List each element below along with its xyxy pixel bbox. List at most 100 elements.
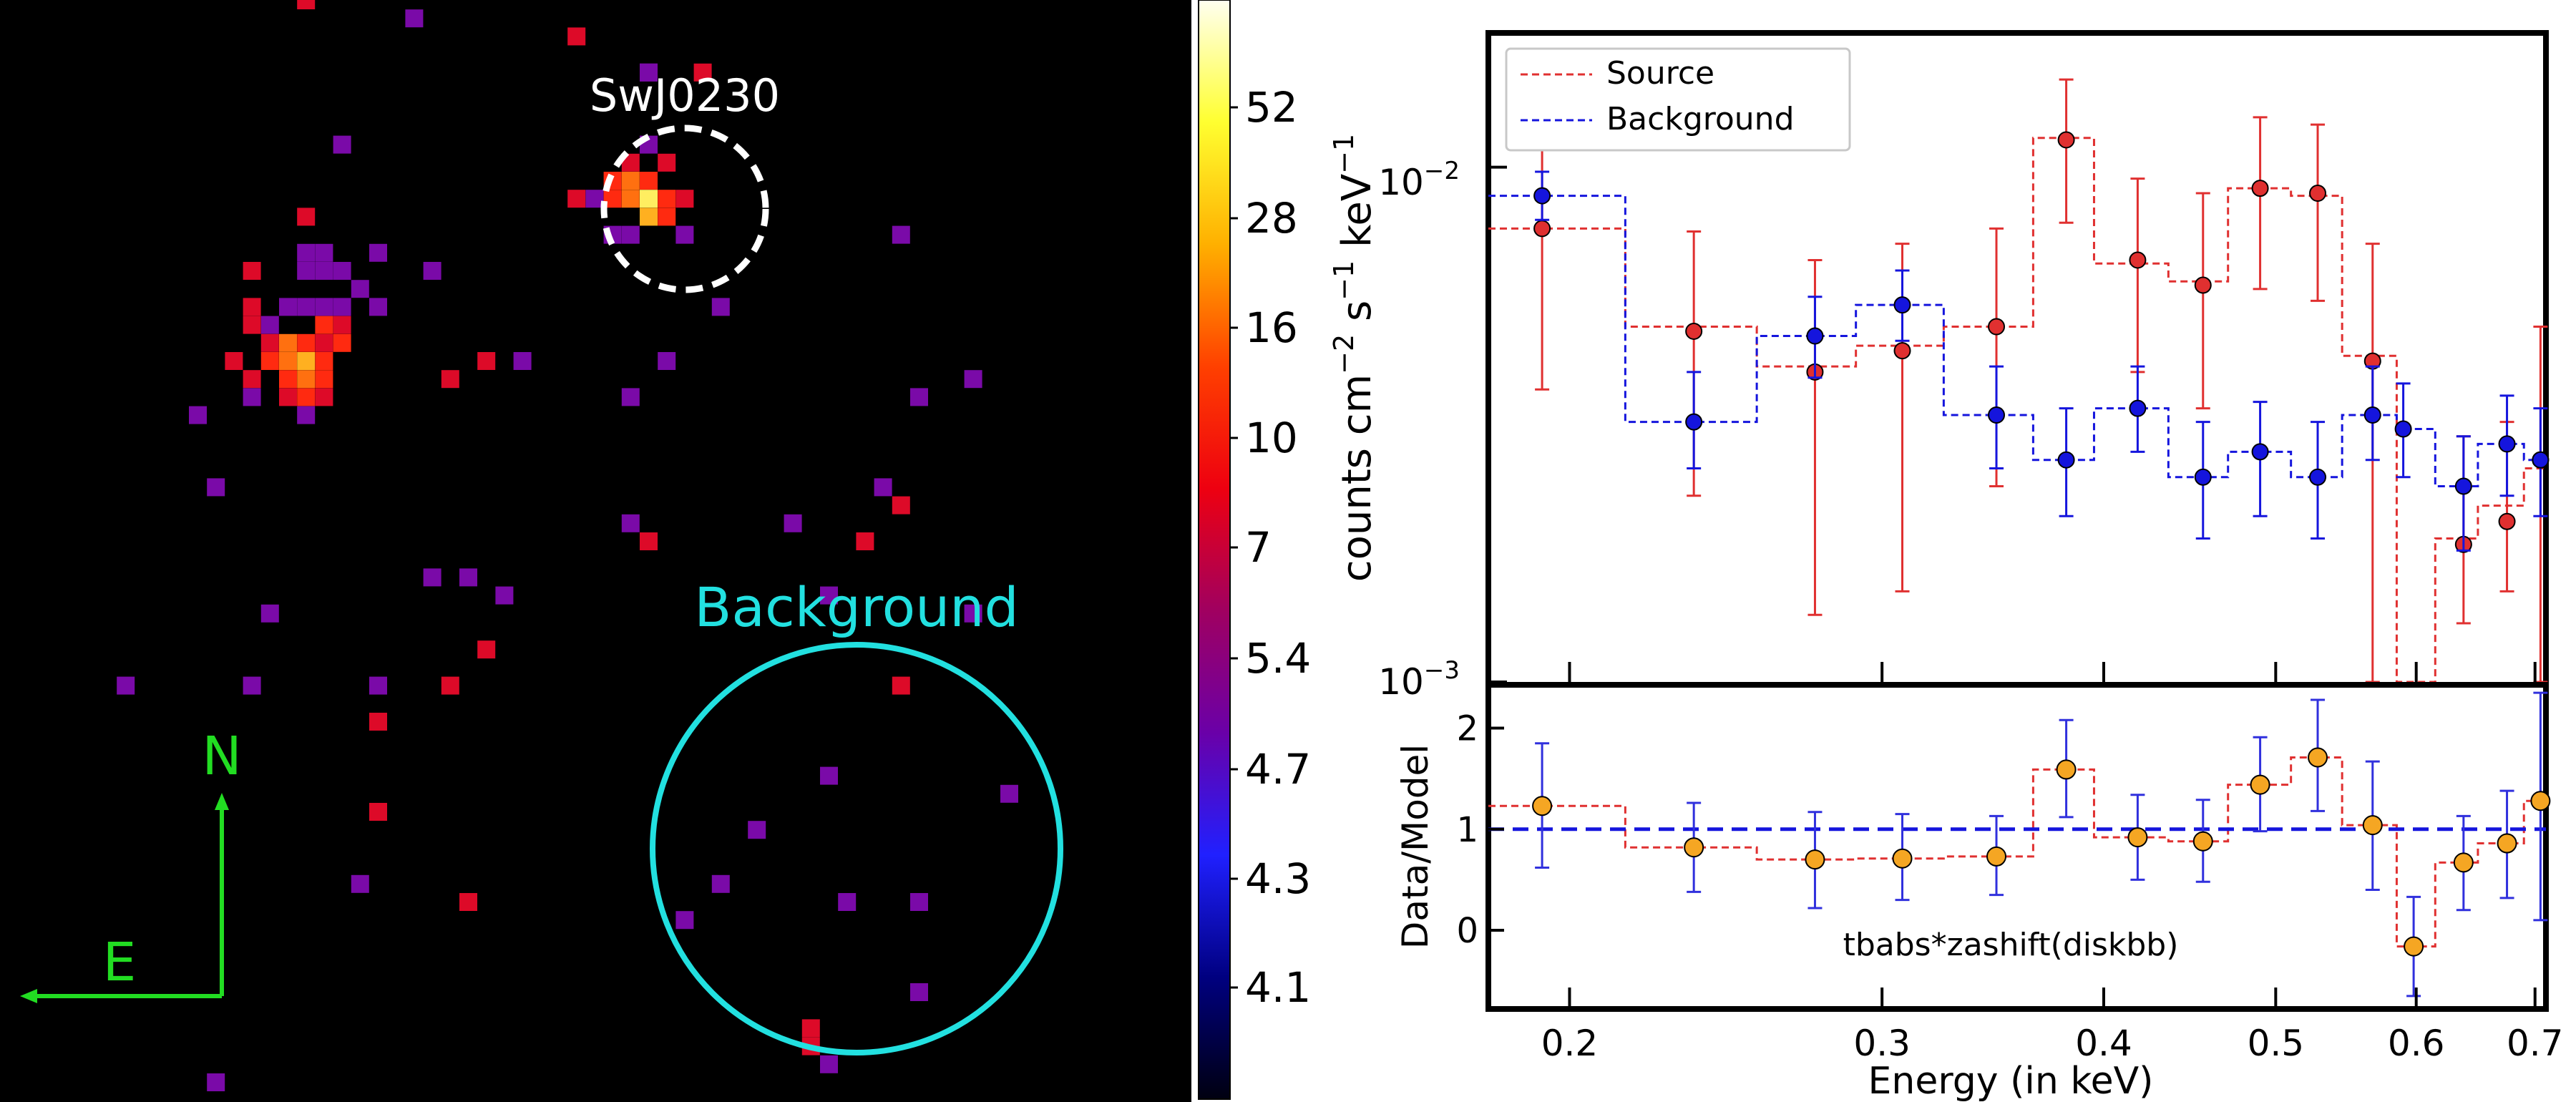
ratio-y-axis-label: Data/Model xyxy=(1395,744,1436,949)
image-pixel xyxy=(333,135,351,154)
image-pixel xyxy=(279,352,297,370)
ratio-data-point[interactable] xyxy=(1684,837,1704,858)
data-point-background[interactable] xyxy=(2454,477,2472,495)
data-point-source[interactable] xyxy=(1988,318,2006,336)
image-pixel xyxy=(279,370,297,389)
image-pixel xyxy=(315,352,333,370)
image-pixel xyxy=(658,208,676,226)
image-pixel xyxy=(207,478,225,497)
image-pixel xyxy=(279,388,297,406)
image-pixel xyxy=(640,208,658,226)
image-pixel xyxy=(675,911,694,930)
data-point-background[interactable] xyxy=(2057,451,2075,469)
image-pixel xyxy=(243,316,261,334)
image-pixel xyxy=(225,352,243,370)
image-pixel xyxy=(297,0,316,9)
colorbar-tick-label: 4.1 xyxy=(1245,963,1311,1012)
image-pixel xyxy=(243,370,261,389)
image-pixel xyxy=(658,153,676,172)
ratio-data-point[interactable] xyxy=(1986,846,2007,867)
image-pixel xyxy=(297,388,316,406)
image-pixel xyxy=(369,676,387,695)
image-pixel xyxy=(315,370,333,389)
image-pixel xyxy=(369,298,387,316)
image-pixel xyxy=(513,352,532,370)
data-point-source[interactable] xyxy=(2129,251,2147,269)
data-point-background[interactable] xyxy=(1893,296,1911,314)
x-tick-label: 0.6 xyxy=(2388,1023,2445,1064)
spectrum-y-axis-label: counts cm−2 s−1 keV−1 xyxy=(1328,134,1380,582)
image-pixel xyxy=(658,190,676,208)
image-pixel xyxy=(495,586,514,605)
ratio-data-point[interactable] xyxy=(2497,833,2517,854)
ratio-data-point[interactable] xyxy=(2362,815,2383,836)
compass-east-label: E xyxy=(103,932,137,993)
data-point-background[interactable] xyxy=(2394,420,2412,438)
data-point-source[interactable] xyxy=(2194,276,2212,294)
data-point-background[interactable] xyxy=(2251,443,2269,461)
data-point-background[interactable] xyxy=(2532,451,2550,469)
ratio-data-point[interactable] xyxy=(2453,852,2474,873)
ratio-data-point[interactable] xyxy=(2056,759,2077,780)
data-point-background[interactable] xyxy=(2194,468,2212,486)
y-tick-label-1e-3: 10−3 xyxy=(1378,656,1460,703)
data-point-source[interactable] xyxy=(1893,342,1911,360)
image-pixel xyxy=(369,803,387,821)
image-pixel xyxy=(207,1073,225,1091)
image-pixel xyxy=(693,63,712,82)
spectrum-plot xyxy=(1488,78,2550,683)
x-tick-label: 0.3 xyxy=(1853,1023,1911,1064)
background-region-circle[interactable] xyxy=(650,642,1063,1055)
data-point-background[interactable] xyxy=(1533,187,1551,205)
data-point-background[interactable] xyxy=(2363,406,2381,424)
image-pixel xyxy=(567,190,586,208)
image-pixel xyxy=(315,298,333,316)
image-pixel xyxy=(892,496,910,515)
image-pixel xyxy=(910,388,928,406)
data-point-source[interactable] xyxy=(2251,180,2269,198)
ratio-data-point[interactable] xyxy=(1532,796,1553,816)
image-pixel xyxy=(423,262,441,280)
image-pixel xyxy=(117,676,135,695)
ratio-data-point[interactable] xyxy=(1805,849,1825,870)
data-point-background[interactable] xyxy=(1988,406,2006,424)
x-axis-label: Energy (in keV) xyxy=(1868,1060,2154,1102)
ratio-data-point[interactable] xyxy=(2530,791,2551,811)
source-region-circle[interactable] xyxy=(600,125,769,293)
colorbar-tick-label: 4.3 xyxy=(1245,854,1311,903)
image-pixel xyxy=(1000,784,1018,803)
data-point-background[interactable] xyxy=(1685,413,1703,431)
image-pixel xyxy=(333,333,351,352)
ratio-data-point[interactable] xyxy=(2404,936,2424,957)
image-pixel xyxy=(640,190,658,208)
compass-east-arrowhead xyxy=(20,989,37,1003)
data-point-source[interactable] xyxy=(1533,220,1551,238)
colorbar-tick-label: 5.4 xyxy=(1245,634,1311,683)
data-point-background[interactable] xyxy=(1806,327,1824,345)
ratio-data-point[interactable] xyxy=(2192,831,2213,852)
data-point-background[interactable] xyxy=(2498,435,2516,453)
colorbar-ticks: 52 28 16 10 7 5.4 4.7 4.3 4.1 xyxy=(1230,83,1311,1012)
image-pixel xyxy=(964,604,982,623)
image-pixel xyxy=(477,640,496,659)
image-pixel xyxy=(640,172,658,190)
image-pixel xyxy=(910,983,928,1001)
data-point-background[interactable] xyxy=(2309,468,2327,486)
image-pixel xyxy=(297,333,316,352)
image-pixel xyxy=(784,514,802,532)
ratio-data-point[interactable] xyxy=(2127,827,2148,848)
image-pixel xyxy=(243,388,261,406)
data-point-source[interactable] xyxy=(2498,512,2516,530)
ratio-data-point[interactable] xyxy=(2308,747,2328,768)
data-point-source[interactable] xyxy=(1685,322,1703,340)
ratio-data-point[interactable] xyxy=(2250,774,2270,795)
ratio-data-point[interactable] xyxy=(1892,848,1913,869)
data-point-source[interactable] xyxy=(2309,185,2327,203)
image-pixel xyxy=(333,262,351,280)
image-pixel xyxy=(856,532,874,550)
data-point-source[interactable] xyxy=(2057,131,2075,149)
image-pixel xyxy=(567,27,586,46)
data-point-background[interactable] xyxy=(2129,399,2147,417)
sky-image-background xyxy=(0,0,1191,1102)
ratio-y-tick-label: 1 xyxy=(1456,810,1478,850)
